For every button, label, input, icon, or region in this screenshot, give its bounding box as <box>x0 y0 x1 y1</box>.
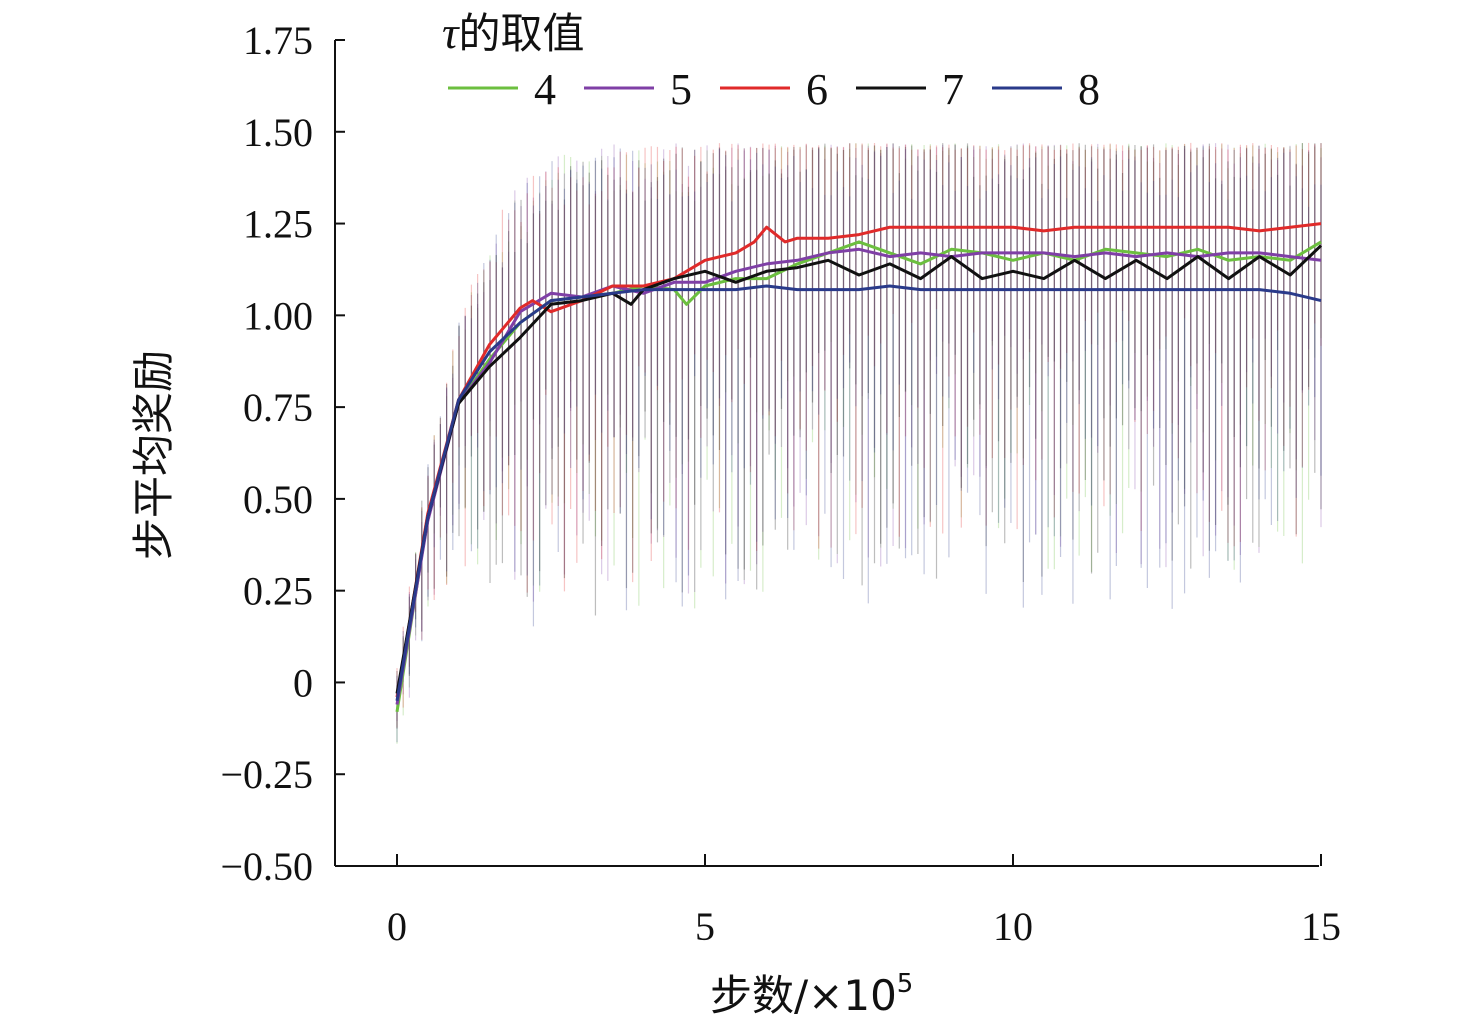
x-tick-label: 15 <box>1301 904 1341 949</box>
y-tick-label: 0 <box>293 660 313 705</box>
series-line-5 <box>395 247 1322 705</box>
legend-label-5: 5 <box>670 65 692 114</box>
y-tick-label: 1.25 <box>243 202 313 247</box>
legend-title-symbol: τ <box>442 7 460 58</box>
y-axis-title: 步平均奖励 <box>129 350 178 560</box>
series-line-6 <box>395 222 1322 698</box>
legend-label-8: 8 <box>1078 65 1100 114</box>
series-line-8 <box>395 284 1322 702</box>
y-tick-label: 1.50 <box>243 110 313 155</box>
y-tick-label: −0.50 <box>220 844 313 889</box>
legend-items: 4 5 6 7 8 <box>448 65 1100 114</box>
legend-label-7: 7 <box>942 65 964 114</box>
x-tick-label: 10 <box>993 904 1033 949</box>
legend-label-4: 4 <box>534 65 556 114</box>
x-tick-label: 0 <box>387 904 407 949</box>
legend: τ的取值 4 5 6 7 8 <box>442 7 1100 114</box>
y-tick-label: 0.25 <box>243 569 313 614</box>
series-layer <box>395 222 1323 713</box>
y-tick-label: 1.75 <box>243 18 313 63</box>
series-line-7 <box>395 244 1323 694</box>
y-tick-label: −0.25 <box>220 752 313 797</box>
y-tick-label: 1.00 <box>243 293 313 338</box>
x-axis-title: 步数/×105 <box>710 969 913 1020</box>
legend-title-text: 的取值 <box>458 9 584 58</box>
y-tick-label: 0.75 <box>243 385 313 430</box>
y-ticks: −0.50 −0.25 0 0.25 0.50 0.75 1.00 1.25 1.50 1.75 <box>220 18 345 889</box>
axes-layer <box>334 40 1319 867</box>
y-tick-label: 0.50 <box>243 477 313 522</box>
x-tick-label: 5 <box>695 904 715 949</box>
x-axis-title-text: 步数/×10 <box>710 971 897 1020</box>
legend-title: τ的取值 <box>442 7 584 58</box>
legend-label-6: 6 <box>806 65 828 114</box>
error-band-layer <box>396 142 1322 744</box>
x-axis-title-exponent: 5 <box>897 969 914 999</box>
x-ticks: 0 5 10 15 <box>387 854 1341 949</box>
